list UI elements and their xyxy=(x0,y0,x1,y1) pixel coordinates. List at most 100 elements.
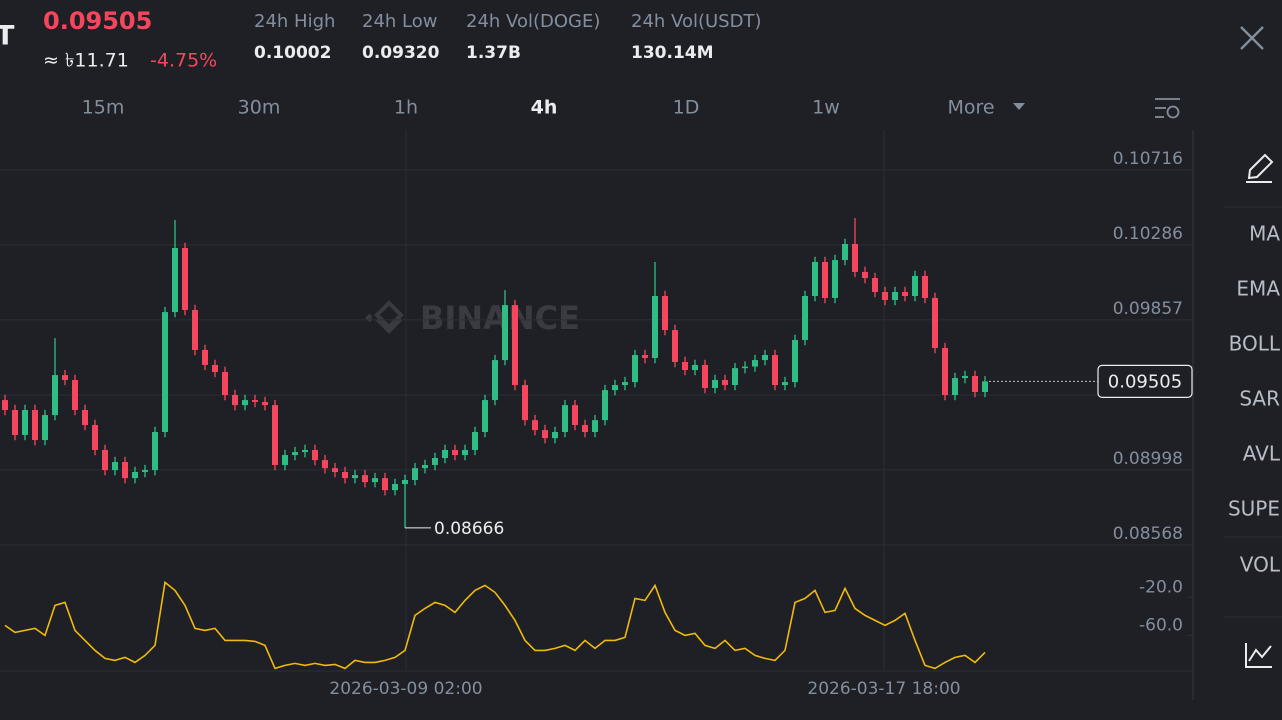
candle-body xyxy=(542,430,548,439)
indicator[interactable]: AVL xyxy=(1243,442,1281,466)
close-button[interactable] xyxy=(1240,26,1264,50)
candle-body xyxy=(292,452,298,456)
stat-value: 130.14M xyxy=(631,43,714,63)
candle-body xyxy=(792,340,798,383)
candle-body xyxy=(952,378,958,395)
candle-body xyxy=(882,292,888,301)
candle-body xyxy=(602,390,608,421)
candle-body xyxy=(462,449,468,456)
fiat-price: ≈ ৳11.71 xyxy=(43,50,129,72)
indicator[interactable]: SUPE xyxy=(1228,497,1280,521)
chart-icon[interactable] xyxy=(1248,645,1272,662)
interval-tab[interactable]: 1D xyxy=(673,97,700,119)
price-tick-label: 0.10286 xyxy=(1113,224,1183,244)
candle-body xyxy=(432,458,438,465)
candle-body xyxy=(172,248,178,313)
indicator-line xyxy=(4,580,986,670)
watermark-text: BINANCE xyxy=(420,299,580,337)
draw-tool[interactable] xyxy=(1246,153,1274,183)
close-icon[interactable] xyxy=(1240,26,1264,50)
candle-body xyxy=(182,248,188,310)
last-price-box xyxy=(1097,364,1193,398)
interval-tab[interactable]: 1h xyxy=(394,97,418,119)
candle-body xyxy=(932,297,938,349)
candle-body xyxy=(312,449,318,461)
candle-body xyxy=(392,484,398,491)
indicator[interactable]: EMA xyxy=(1236,277,1280,301)
price-tick-label: 0.08568 xyxy=(1113,524,1183,544)
indicator[interactable]: SAR xyxy=(1239,387,1280,411)
watermark: BINANCE xyxy=(365,299,580,337)
candle-body xyxy=(592,420,598,433)
candle-body xyxy=(442,449,448,459)
candle-body xyxy=(822,261,828,298)
candle-body xyxy=(752,360,758,367)
stat-label: 24h Vol(USDT) xyxy=(631,11,761,32)
indicator[interactable]: MA xyxy=(1249,222,1280,246)
chart-icon[interactable] xyxy=(1245,643,1272,668)
indicator[interactable]: VOL xyxy=(1240,553,1281,577)
candle-body xyxy=(842,243,848,261)
candle-body xyxy=(12,410,18,435)
candle-body xyxy=(212,364,218,372)
candle-body xyxy=(422,464,428,469)
candle-body xyxy=(42,415,48,441)
candle-body xyxy=(482,400,488,433)
interval-tab[interactable]: 1w xyxy=(812,97,840,119)
stats: 24h High 0.10002 24h Low 0.09320 24h Vol(DOG… xyxy=(254,11,761,63)
candle-body xyxy=(492,360,498,401)
settings-icon[interactable] xyxy=(1166,105,1180,119)
symbol: T xyxy=(0,21,15,52)
candle-body xyxy=(742,366,748,369)
price-tick-label: 0.10716 xyxy=(1113,149,1183,169)
candle-body xyxy=(852,243,858,272)
interval-tab[interactable]: 15m xyxy=(82,97,125,119)
candle-body xyxy=(812,261,818,297)
candle-body xyxy=(452,449,458,456)
candle-body xyxy=(532,420,538,431)
candle-body xyxy=(122,462,128,479)
candle-body xyxy=(132,471,138,479)
indicator-tick-label: -20.0 xyxy=(1139,577,1183,597)
candle-body xyxy=(972,375,978,393)
candle-body xyxy=(192,309,198,350)
candle-body xyxy=(612,385,618,391)
interval-tab[interactable]: More xyxy=(947,97,994,119)
candle-body xyxy=(412,468,418,481)
candle-body xyxy=(262,401,268,406)
candle-body xyxy=(472,432,478,450)
candle-body xyxy=(522,385,528,421)
indicator-list: MA EMA BOLL SAR AVL SUPE VOL xyxy=(1228,222,1281,577)
candle-body xyxy=(152,432,158,471)
candle-body xyxy=(222,371,228,395)
candle-body xyxy=(102,449,108,471)
interval-tab[interactable]: 4h xyxy=(531,97,558,119)
candle-body xyxy=(682,362,688,371)
candle-body xyxy=(982,381,988,393)
time-label: 2026-03-09 02:00 xyxy=(329,679,482,699)
candle-body xyxy=(322,460,328,469)
price-change: -4.75% xyxy=(150,50,217,72)
candle-body xyxy=(862,271,868,279)
candle-body xyxy=(92,425,98,450)
indicator-settings[interactable] xyxy=(1245,643,1272,668)
candle-body xyxy=(372,478,378,483)
indicator[interactable]: BOLL xyxy=(1229,332,1281,356)
pencil-icon[interactable] xyxy=(1247,153,1274,180)
candle-body xyxy=(892,292,898,301)
candle-body xyxy=(162,312,168,433)
candle-body xyxy=(342,471,348,479)
candle-body xyxy=(672,330,678,363)
candle-body xyxy=(702,364,708,389)
candle-body xyxy=(282,455,288,465)
interval-tabs: 15m 30m 1h 4h 1D 1w More xyxy=(82,97,1025,119)
interval-tab[interactable]: 30m xyxy=(238,97,281,119)
candle-body xyxy=(582,425,588,433)
candle-body xyxy=(712,379,718,389)
candle-body xyxy=(772,355,778,386)
chart-settings[interactable] xyxy=(1155,98,1180,119)
candle-body xyxy=(62,375,68,380)
indicator-tick-label: -60.0 xyxy=(1139,615,1183,635)
